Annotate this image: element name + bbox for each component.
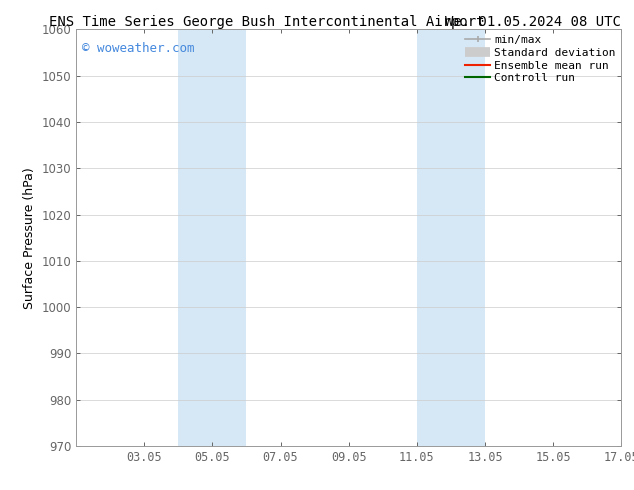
Text: We. 01.05.2024 08 UTC: We. 01.05.2024 08 UTC [446,15,621,29]
Y-axis label: Surface Pressure (hPa): Surface Pressure (hPa) [23,167,36,309]
Text: © woweather.com: © woweather.com [82,42,194,55]
Text: ENS Time Series George Bush Intercontinental Airport: ENS Time Series George Bush Intercontine… [49,15,484,29]
Bar [178,29,247,446]
Bar [417,29,485,446]
Legend: min/max, Standard deviation, Ensemble mean run, Controll run: min/max, Standard deviation, Ensemble me… [463,33,618,86]
